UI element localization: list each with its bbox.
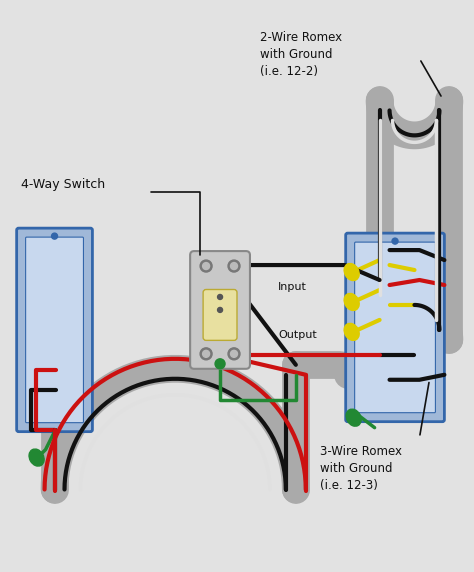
Circle shape <box>200 348 212 360</box>
Circle shape <box>228 260 240 272</box>
Circle shape <box>392 238 398 244</box>
FancyBboxPatch shape <box>203 289 237 340</box>
Text: 3-Wire Romex
with Ground
(i.e. 12-3): 3-Wire Romex with Ground (i.e. 12-3) <box>320 444 402 491</box>
Ellipse shape <box>29 449 44 466</box>
Circle shape <box>230 263 237 269</box>
Ellipse shape <box>344 264 359 280</box>
FancyBboxPatch shape <box>346 233 445 422</box>
Circle shape <box>218 295 222 300</box>
Text: 4-Way Switch: 4-Way Switch <box>21 178 105 191</box>
Ellipse shape <box>346 409 361 426</box>
Ellipse shape <box>344 293 359 311</box>
FancyBboxPatch shape <box>190 251 250 369</box>
Ellipse shape <box>344 323 359 340</box>
Circle shape <box>52 233 57 239</box>
Circle shape <box>215 359 225 369</box>
FancyBboxPatch shape <box>26 237 83 423</box>
Text: 2-Wire Romex
with Ground
(i.e. 12-2): 2-Wire Romex with Ground (i.e. 12-2) <box>260 31 342 78</box>
Text: Input: Input <box>278 282 307 292</box>
FancyBboxPatch shape <box>17 228 92 432</box>
Circle shape <box>230 350 237 358</box>
Circle shape <box>218 307 222 312</box>
Text: Output: Output <box>278 330 317 340</box>
Circle shape <box>228 348 240 360</box>
Circle shape <box>202 263 210 269</box>
FancyBboxPatch shape <box>355 242 436 412</box>
Circle shape <box>202 350 210 358</box>
Circle shape <box>200 260 212 272</box>
